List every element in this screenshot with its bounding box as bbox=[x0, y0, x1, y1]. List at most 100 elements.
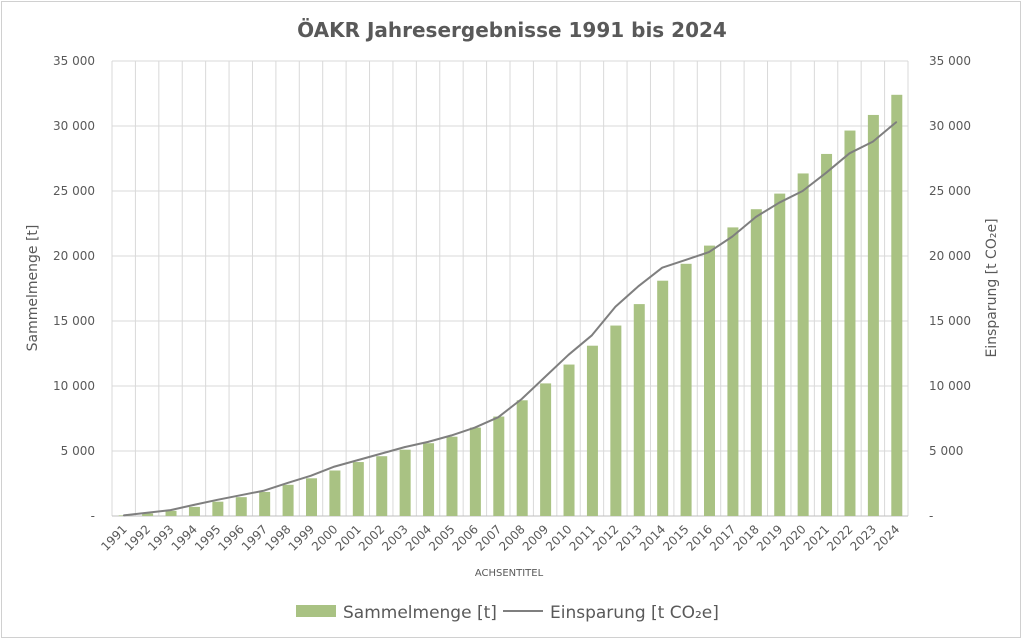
x-tick-label: 2005 bbox=[426, 522, 457, 553]
x-tick-label: 2003 bbox=[379, 522, 410, 553]
line-path bbox=[123, 121, 897, 517]
line-point bbox=[122, 514, 125, 517]
bar bbox=[563, 364, 575, 516]
line-point bbox=[614, 305, 617, 308]
x-tick-label: 1994 bbox=[169, 522, 200, 553]
x-tick-label: 2008 bbox=[496, 522, 527, 553]
x-tick-label: 1998 bbox=[262, 522, 293, 553]
line-point bbox=[286, 482, 289, 484]
y-tick-label-left: 20 000 bbox=[53, 249, 95, 263]
legend-bar-swatch bbox=[296, 605, 336, 617]
line-point bbox=[825, 172, 827, 174]
bar bbox=[446, 436, 458, 516]
line-point bbox=[497, 416, 500, 419]
y-tick-label-right: 35 000 bbox=[929, 54, 971, 68]
x-tick-label: 2009 bbox=[520, 522, 551, 553]
line-point bbox=[520, 398, 523, 400]
bar bbox=[493, 416, 505, 516]
x-tick-label: 2018 bbox=[730, 522, 761, 553]
line-point bbox=[895, 121, 898, 123]
legend: Sammelmenge [t] Einsparung [t CO₂e] bbox=[296, 603, 719, 623]
line-point bbox=[708, 251, 710, 253]
bar bbox=[610, 325, 622, 516]
y-tick-label-right: 15 000 bbox=[929, 314, 971, 328]
x-tick-label: 2013 bbox=[613, 522, 644, 553]
bar bbox=[821, 153, 833, 516]
x-tick-label: 1997 bbox=[239, 522, 270, 553]
bar bbox=[797, 173, 809, 516]
x-tick-label: 2007 bbox=[473, 522, 504, 553]
y-axis-right: - 5 000 10 000 15 000 20 000 25 000 30 000 35 0… bbox=[929, 54, 971, 523]
line-point bbox=[848, 152, 851, 155]
line-point bbox=[637, 285, 640, 287]
line-point bbox=[216, 498, 219, 501]
y-axis-left-title: Sammelmenge [t] bbox=[25, 225, 41, 352]
line-point bbox=[778, 201, 781, 204]
x-tick-label: 1991 bbox=[98, 522, 129, 553]
x-tick-label: 2001 bbox=[332, 522, 363, 553]
y-tick-label-left: 10 000 bbox=[53, 379, 95, 393]
line-point bbox=[567, 354, 570, 356]
bar bbox=[165, 510, 177, 516]
x-tick-label: 1999 bbox=[286, 522, 317, 553]
bar bbox=[844, 130, 856, 517]
bar-series bbox=[118, 94, 903, 517]
y-tick-label-right: 20 000 bbox=[929, 249, 971, 263]
x-tick-label: 2022 bbox=[824, 522, 855, 553]
x-tick-label: 2014 bbox=[637, 522, 668, 553]
line-point bbox=[333, 465, 336, 468]
y-tick-label-right: 30 000 bbox=[929, 119, 971, 133]
line-point bbox=[661, 266, 663, 269]
line-point bbox=[450, 434, 453, 437]
bar bbox=[469, 427, 481, 516]
x-tick-label: 2000 bbox=[309, 522, 340, 553]
bar bbox=[680, 263, 692, 516]
line-point bbox=[146, 511, 148, 514]
bar bbox=[329, 470, 341, 516]
x-axis: 1991199219931994199519961997199819992000… bbox=[98, 522, 902, 553]
line-point bbox=[193, 504, 195, 506]
line-point bbox=[310, 474, 312, 477]
x-tick-label: 2021 bbox=[801, 522, 832, 553]
x-tick-label: 2023 bbox=[848, 522, 879, 553]
y-axis-right-title: Einsparung [t CO₂e] bbox=[984, 218, 1000, 357]
y-tick-label-left: - bbox=[91, 509, 95, 523]
legend-label-sammelmenge: Sammelmenge [t] bbox=[343, 603, 497, 623]
x-tick-label: 2011 bbox=[567, 522, 598, 553]
x-tick-label: 1996 bbox=[215, 522, 246, 553]
line-point bbox=[544, 376, 546, 378]
line-point bbox=[801, 190, 804, 192]
line-point bbox=[427, 441, 429, 443]
y-tick-label-left: 30 000 bbox=[53, 119, 95, 133]
line-point bbox=[684, 259, 687, 261]
line-point bbox=[731, 235, 734, 238]
x-tick-label: 1992 bbox=[122, 522, 153, 553]
line-point bbox=[169, 509, 172, 511]
gridlines bbox=[111, 60, 909, 517]
line-point bbox=[403, 446, 406, 448]
x-tick-label: 2006 bbox=[450, 522, 481, 553]
x-tick-label: 2015 bbox=[660, 522, 691, 553]
x-tick-label: 2019 bbox=[754, 522, 785, 553]
x-tick-label: 2010 bbox=[543, 522, 574, 553]
bar bbox=[867, 114, 879, 516]
bar bbox=[142, 513, 154, 516]
line-series bbox=[122, 121, 898, 517]
x-tick-label: 1995 bbox=[192, 522, 223, 553]
line-point bbox=[591, 334, 593, 337]
bar bbox=[516, 400, 528, 516]
bar bbox=[423, 443, 435, 516]
x-tick-label: 2004 bbox=[403, 522, 434, 553]
y-tick-label-right: 25 000 bbox=[929, 184, 971, 198]
line-point bbox=[239, 494, 242, 497]
bar bbox=[306, 478, 317, 516]
line-point bbox=[474, 426, 476, 429]
x-tick-label: 2017 bbox=[707, 522, 738, 553]
x-tick-label: 2024 bbox=[871, 522, 902, 553]
line-point bbox=[755, 216, 757, 218]
line-point bbox=[872, 140, 874, 143]
line-point bbox=[380, 452, 383, 455]
y-tick-label-left: 5 000 bbox=[61, 444, 95, 458]
bar bbox=[352, 462, 364, 516]
bar bbox=[727, 227, 739, 516]
